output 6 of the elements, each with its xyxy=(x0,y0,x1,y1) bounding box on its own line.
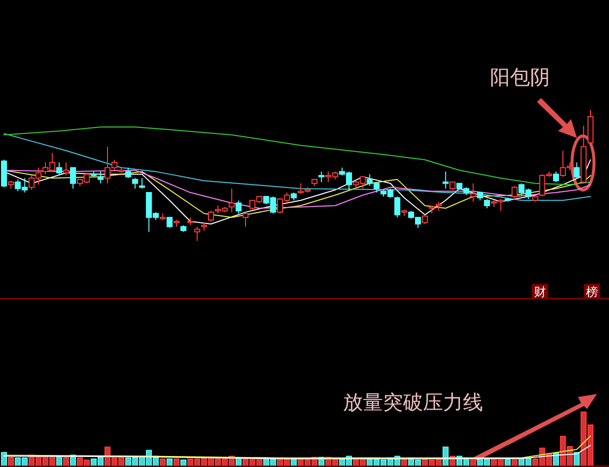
text: 榜 xyxy=(586,285,598,299)
annotation: 放量突破压力线 xyxy=(343,390,483,414)
bar xyxy=(63,456,70,466)
text: 阳包阴 xyxy=(490,65,550,89)
bar xyxy=(8,456,14,466)
text: 财 xyxy=(534,285,546,299)
